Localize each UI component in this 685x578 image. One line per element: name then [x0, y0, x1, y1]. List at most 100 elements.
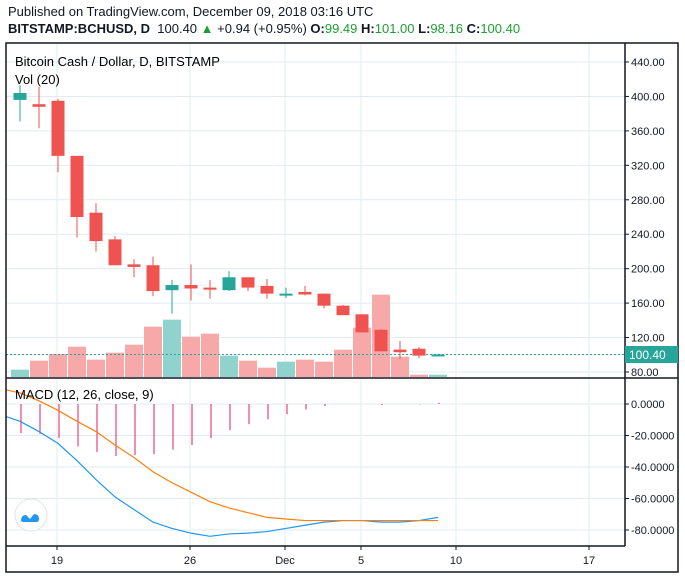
candle — [241, 277, 255, 292]
volume-bar — [334, 349, 352, 377]
close-label: C: — [466, 21, 481, 36]
candle-body — [412, 348, 426, 356]
open-value: 99.49 — [324, 21, 358, 36]
candle-body — [241, 277, 255, 288]
candle — [374, 328, 388, 352]
candle — [51, 99, 65, 173]
candle — [32, 86, 46, 129]
candle — [203, 279, 217, 299]
price-axis-label: 360.00 — [631, 126, 665, 138]
candle-body — [51, 100, 65, 156]
candle-body — [260, 285, 274, 294]
candle-body — [89, 212, 103, 242]
candle-body — [317, 293, 331, 306]
candle-body — [431, 354, 445, 357]
candle — [70, 155, 84, 238]
published-line: Published on TradingView.com, December 0… — [8, 4, 374, 19]
price-axis-label: 320.00 — [631, 160, 665, 172]
candle — [431, 353, 445, 357]
candle — [89, 203, 103, 252]
candle-body — [165, 285, 179, 291]
volume-bar — [106, 352, 124, 377]
macd-line — [5, 416, 439, 537]
price-axis-label: 80.00 — [631, 367, 659, 379]
volume-bar — [353, 327, 371, 377]
volume-bar — [258, 367, 276, 377]
candle-body — [32, 104, 46, 107]
grid — [6, 43, 625, 546]
symbol: BITSTAMP:BCHUSD, D — [8, 21, 151, 36]
macd-axis-label: 0.0000 — [631, 399, 665, 411]
candle — [336, 304, 350, 316]
open-label: O: — [310, 21, 325, 36]
up-arrow-icon: ▲ — [200, 21, 214, 36]
candle — [165, 279, 179, 314]
price-axis-label: 440.00 — [631, 57, 665, 69]
volume-bar — [11, 369, 29, 377]
low-value: 98.16 — [430, 21, 463, 36]
macd-axis-label: -20.0000 — [631, 431, 674, 443]
x-tick-label: 5 — [358, 555, 364, 567]
macd-axis-label: -80.0000 — [631, 525, 674, 537]
axes: 19 26 Dec 5 10 17 440.00 400.00 360.00 320.00 280.… — [5, 42, 679, 573]
macd-legend: MACD (12, 26, close, 9) — [15, 387, 154, 402]
candle-body — [146, 265, 160, 292]
candle — [13, 85, 27, 122]
volume-bars — [6, 294, 625, 377]
candle — [127, 259, 141, 278]
candle-body — [336, 305, 350, 316]
candle-body — [374, 329, 388, 352]
volume-bar — [68, 346, 86, 377]
candle-body — [393, 349, 407, 353]
high-label: H: — [361, 21, 375, 36]
candle-body — [203, 287, 217, 290]
candle-body — [222, 277, 236, 291]
candle-body — [127, 264, 141, 267]
candle — [222, 271, 236, 292]
candle-body — [70, 155, 84, 217]
x-tick-label: 19 — [51, 555, 63, 567]
candle — [393, 341, 407, 360]
volume-bar — [163, 319, 181, 377]
candle — [317, 293, 331, 309]
candle-body — [279, 293, 293, 296]
candle-body — [108, 239, 122, 266]
macd-pane — [5, 389, 440, 537]
price-change: +0.94 (+0.95%) — [217, 21, 307, 36]
price-axis-label: 120.00 — [631, 333, 665, 345]
last-price: 100.40 — [157, 21, 198, 36]
x-tick-label: 10 — [450, 555, 462, 567]
candles — [13, 85, 445, 360]
candle-body — [184, 285, 198, 289]
volume-bar — [315, 361, 333, 377]
volume-bar — [410, 374, 428, 377]
candle-body — [13, 93, 27, 100]
tradingview-logo-icon[interactable] — [14, 498, 48, 532]
volume-bar — [201, 333, 219, 377]
volume-bar — [239, 360, 257, 377]
x-tick-label: 17 — [583, 555, 595, 567]
signal-line — [5, 389, 438, 522]
candle — [184, 264, 198, 301]
volume-bar — [182, 336, 200, 377]
price-axis-label: 200.00 — [631, 264, 665, 276]
low-label: L: — [418, 21, 431, 36]
volume-bar — [87, 359, 105, 377]
volume-legend: Vol (20) — [15, 72, 60, 87]
symbol-info-line: BITSTAMP:BCHUSD, D 100.40 ▲ +0.94 (+0.95… — [8, 21, 520, 36]
candle — [146, 256, 160, 297]
last-price-tag: 100.40 — [625, 346, 678, 363]
volume-bar — [125, 344, 143, 377]
chart-legend-title: Bitcoin Cash / Dollar, D, BITSTAMP — [15, 54, 220, 69]
macd-axis-label: -40.0000 — [631, 462, 674, 474]
volume-bar — [391, 356, 409, 377]
candle — [108, 235, 122, 266]
volume-bar — [296, 359, 314, 377]
candle — [355, 314, 369, 333]
price-axis-label: 400.00 — [631, 91, 665, 103]
candle — [298, 285, 312, 296]
price-axis-label: 280.00 — [631, 195, 665, 207]
close-value: 100.40 — [480, 21, 521, 36]
x-tick-label: Dec — [275, 555, 295, 567]
